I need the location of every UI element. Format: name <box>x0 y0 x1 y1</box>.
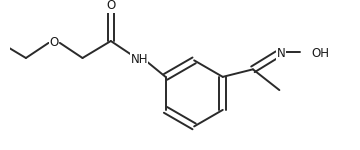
Text: OH: OH <box>311 47 329 60</box>
Text: N: N <box>277 47 285 60</box>
Text: NH: NH <box>130 53 148 66</box>
Text: O: O <box>50 36 59 49</box>
Text: O: O <box>106 0 116 12</box>
